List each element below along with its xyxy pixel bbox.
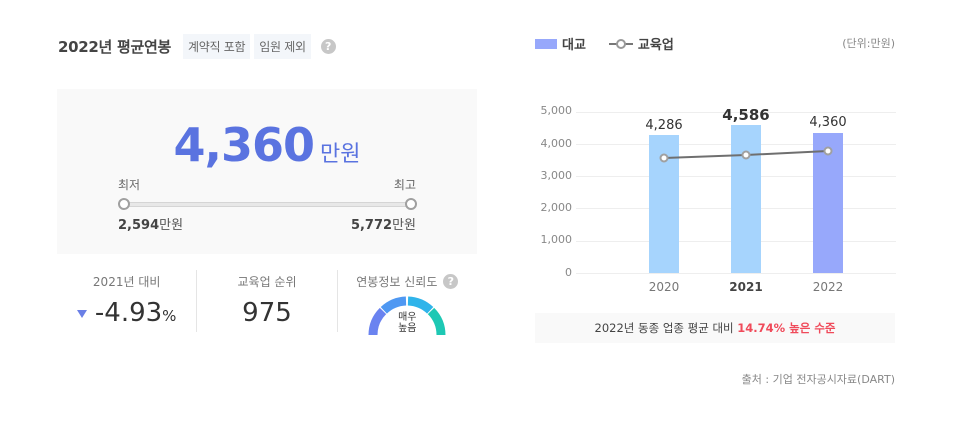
comparison-highlight: 14.74% 높은 수준 (737, 321, 836, 335)
xtick-2021: 2021 (729, 280, 763, 294)
stat-rank-label: 교육업 순위 (237, 275, 297, 289)
stat-reliability: 연봉정보 신뢰도 ? 매우 높음 (336, 270, 477, 336)
unit-note: (단위:만원) (842, 37, 895, 50)
chart-legend: 대교 교육업 (535, 34, 674, 53)
comparison-prefix: 2022년 동종 업종 평균 대비 (594, 321, 738, 335)
page-title: 2022년 평균연봉 (58, 37, 171, 56)
salary-bar-chart: 5,000 4,000 3,000 2,000 1,000 0 4,286 4,… (530, 100, 900, 300)
legend-line-swatch-icon (608, 38, 634, 50)
xtick-2020: 2020 (648, 280, 680, 294)
stat-reliability-header: 연봉정보 신뢰도 ? (338, 273, 477, 290)
bar-2021[interactable] (731, 125, 761, 273)
stat-reliability-label: 연봉정보 신뢰도 (356, 275, 438, 289)
gridline (576, 112, 896, 113)
max-salary-value: 5,772 (350, 218, 393, 233)
stat-yoy-value-wrap: -4.93% (57, 298, 196, 328)
ytick-3000: 3,000 (540, 169, 573, 182)
range-min-knob-icon (118, 198, 130, 210)
average-salary: 4,360 만원 (57, 118, 477, 172)
tag-contract-included: 계약직 포함 (182, 33, 251, 59)
stat-yoy-unit: % (162, 307, 177, 325)
stat-yoy-label: 2021년 대비 (92, 275, 161, 289)
min-label: 최저 (118, 178, 141, 192)
min-salary-value: 2,594 (118, 218, 160, 233)
bar-label-2022: 4,360 (809, 115, 847, 130)
legend-bar-swatch-icon (535, 38, 557, 49)
max-salary: 5,772만원 (351, 214, 416, 233)
max-label: 최고 (393, 178, 416, 192)
data-source: 출처 : 기업 전자공시자료(DART) (741, 373, 895, 386)
bar-2022[interactable] (813, 133, 843, 273)
industry-comparison: 2022년 동종 업종 평균 대비 14.74% 높은 수준 (535, 313, 895, 343)
legend-industry-label: 교육업 (637, 38, 674, 53)
average-salary-value: 4,360 (173, 118, 316, 172)
average-salary-unit: 만원 (320, 142, 361, 167)
reliability-line1: 매우 (398, 312, 417, 323)
ytick-1000: 1,000 (540, 233, 573, 246)
bar-label-2020: 4,286 (645, 118, 683, 133)
ytick-5000: 5,000 (540, 104, 573, 117)
stat-rank: 교육업 순위 975 (196, 270, 336, 332)
reliability-line2: 높음 (398, 323, 417, 334)
range-max-knob-icon (405, 198, 417, 210)
bar-label-2021: 4,586 (722, 106, 770, 124)
reliability-gauge-icon: 매우 높음 (368, 296, 446, 336)
stat-yoy-value: -4.93 (94, 298, 163, 328)
average-salary-panel: 4,360 만원 최저 최고 2,594만원 5,772만원 (57, 89, 477, 254)
ytick-2000: 2,000 (540, 201, 573, 214)
xtick-2022: 2022 (812, 280, 844, 294)
reliability-help-icon[interactable]: ? (443, 274, 459, 289)
min-salary: 2,594만원 (118, 214, 183, 233)
salary-range-track (123, 202, 411, 207)
down-arrow-icon (76, 309, 87, 318)
help-icon[interactable]: ? (320, 38, 336, 54)
gridline (576, 273, 896, 274)
industry-line-series (659, 146, 833, 163)
tag-executive-excluded: 임원 제외 (254, 33, 311, 59)
ytick-4000: 4,000 (540, 137, 573, 150)
reliability-gauge-text: 매우 높음 (368, 312, 446, 334)
max-salary-unit: 만원 (392, 218, 416, 233)
stat-rank-value: 975 (242, 298, 292, 328)
stat-yoy: 2021년 대비 -4.93% (57, 270, 196, 332)
ytick-0: 0 (565, 266, 572, 279)
legend-company-label: 대교 (562, 38, 586, 53)
stats-row: 2021년 대비 -4.93% 교육업 순위 975 연봉정보 신뢰도 ? 매우… (57, 270, 477, 336)
salary-header: 2022년 평균연봉 계약직 포함 임원 제외 ? (58, 33, 336, 59)
min-salary-unit: 만원 (159, 218, 184, 233)
